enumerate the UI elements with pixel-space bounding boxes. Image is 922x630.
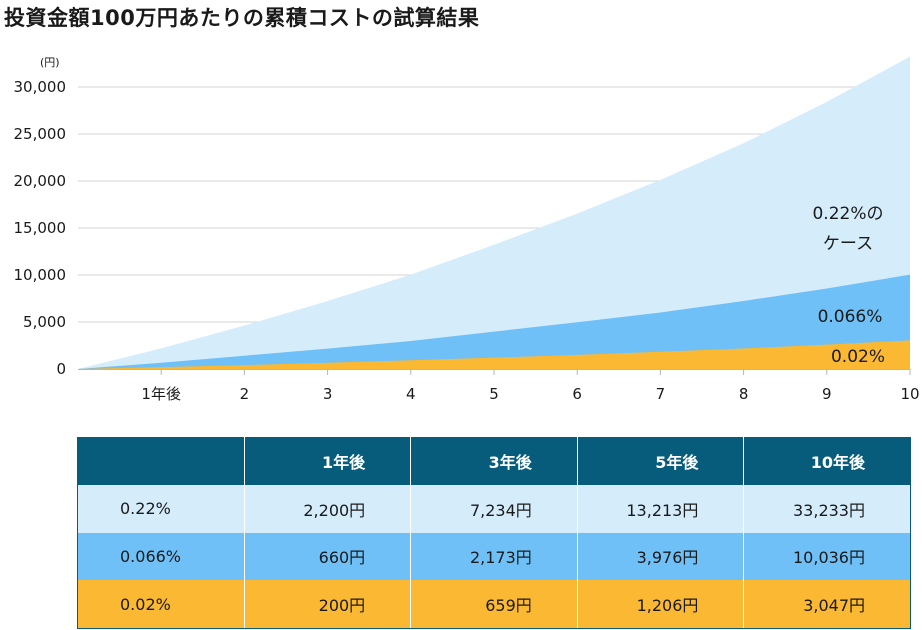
x-tick-label: 4 (406, 385, 416, 403)
x-tick-label: 6 (572, 385, 582, 403)
table-row-label: 0.22% (77, 485, 245, 533)
table-row: 0.066% 660円 2,173円 3,976円 10,036円 (77, 532, 911, 581)
table-row-label: 0.066% (77, 532, 245, 581)
area-series-1 (78, 274, 910, 369)
table-header-cell: 1年後 (243, 437, 412, 485)
y-tick-label: 20,000 (14, 172, 67, 190)
y-tick-label: 30,000 (14, 78, 67, 96)
table-row-label: 0.02% (77, 580, 245, 630)
table-row: 0.02% 200円 659円 1,206円 3,047円 (77, 580, 911, 630)
chart-title: 投資金額100万円あたりの累積コストの試算結果 (4, 6, 480, 30)
x-tick-label: 7 (656, 385, 666, 403)
table-cell: 10,036円 (743, 532, 911, 581)
table-header-corner (77, 437, 245, 485)
table-cell: 33,233円 (743, 485, 911, 533)
y-tick-label: 10,000 (14, 266, 67, 284)
series-label: 0.22%の (812, 204, 883, 224)
cost-table: 1年後 3年後 5年後 10年後 0.22% 2,200円 7,234円 13,… (77, 437, 911, 630)
y-tick-label: 5,000 (23, 313, 66, 331)
y-tick-label: 25,000 (14, 125, 67, 143)
series-label: 0.02% (831, 347, 885, 367)
table-row: 0.22% 2,200円 7,234円 13,213円 33,233円 (77, 485, 911, 533)
table-header-cell: 10年後 (743, 437, 911, 485)
table-cell: 13,213円 (576, 485, 745, 533)
table-cell: 7,234円 (410, 485, 578, 533)
y-tick-label: 15,000 (14, 219, 67, 237)
table-cell: 660円 (243, 532, 412, 581)
table-cell: 3,976円 (576, 532, 745, 581)
y-tick-label: 0 (56, 360, 66, 378)
x-tick-label: 9 (822, 385, 832, 403)
x-tick-label: 5 (489, 385, 499, 403)
x-tick-label: 2 (240, 385, 250, 403)
table-cell: 659円 (410, 580, 578, 630)
table-cell: 3,047円 (743, 580, 911, 630)
table-cell: 200円 (243, 580, 412, 630)
table-cell: 2,200円 (243, 485, 412, 533)
area-series (78, 56, 910, 369)
table-header-row: 1年後 3年後 5年後 10年後 (77, 437, 911, 485)
area-series-2 (78, 340, 910, 369)
series-label: 0.066% (818, 307, 883, 327)
series-label: ケース (823, 234, 873, 254)
axes: 0 5,000 10,000 15,000 20,000 25,000 30,000 (円) 1… (14, 56, 920, 403)
table-header-cell: 3年後 (410, 437, 578, 485)
x-tick-label: 3 (323, 385, 333, 403)
table-cell: 2,173円 (410, 532, 578, 581)
table-header-cell: 5年後 (576, 437, 745, 485)
table-cell: 1,206円 (576, 580, 745, 630)
x-tick-label: 10 (900, 385, 919, 403)
y-axis-unit-label: (円) (40, 56, 60, 69)
x-tick-label: 8 (739, 385, 749, 403)
area-series-0 (78, 56, 910, 369)
x-tick-label: 1年後 (141, 385, 181, 403)
area-chart: 0 5,000 10,000 15,000 20,000 25,000 30,000 (円) 1… (14, 56, 920, 403)
